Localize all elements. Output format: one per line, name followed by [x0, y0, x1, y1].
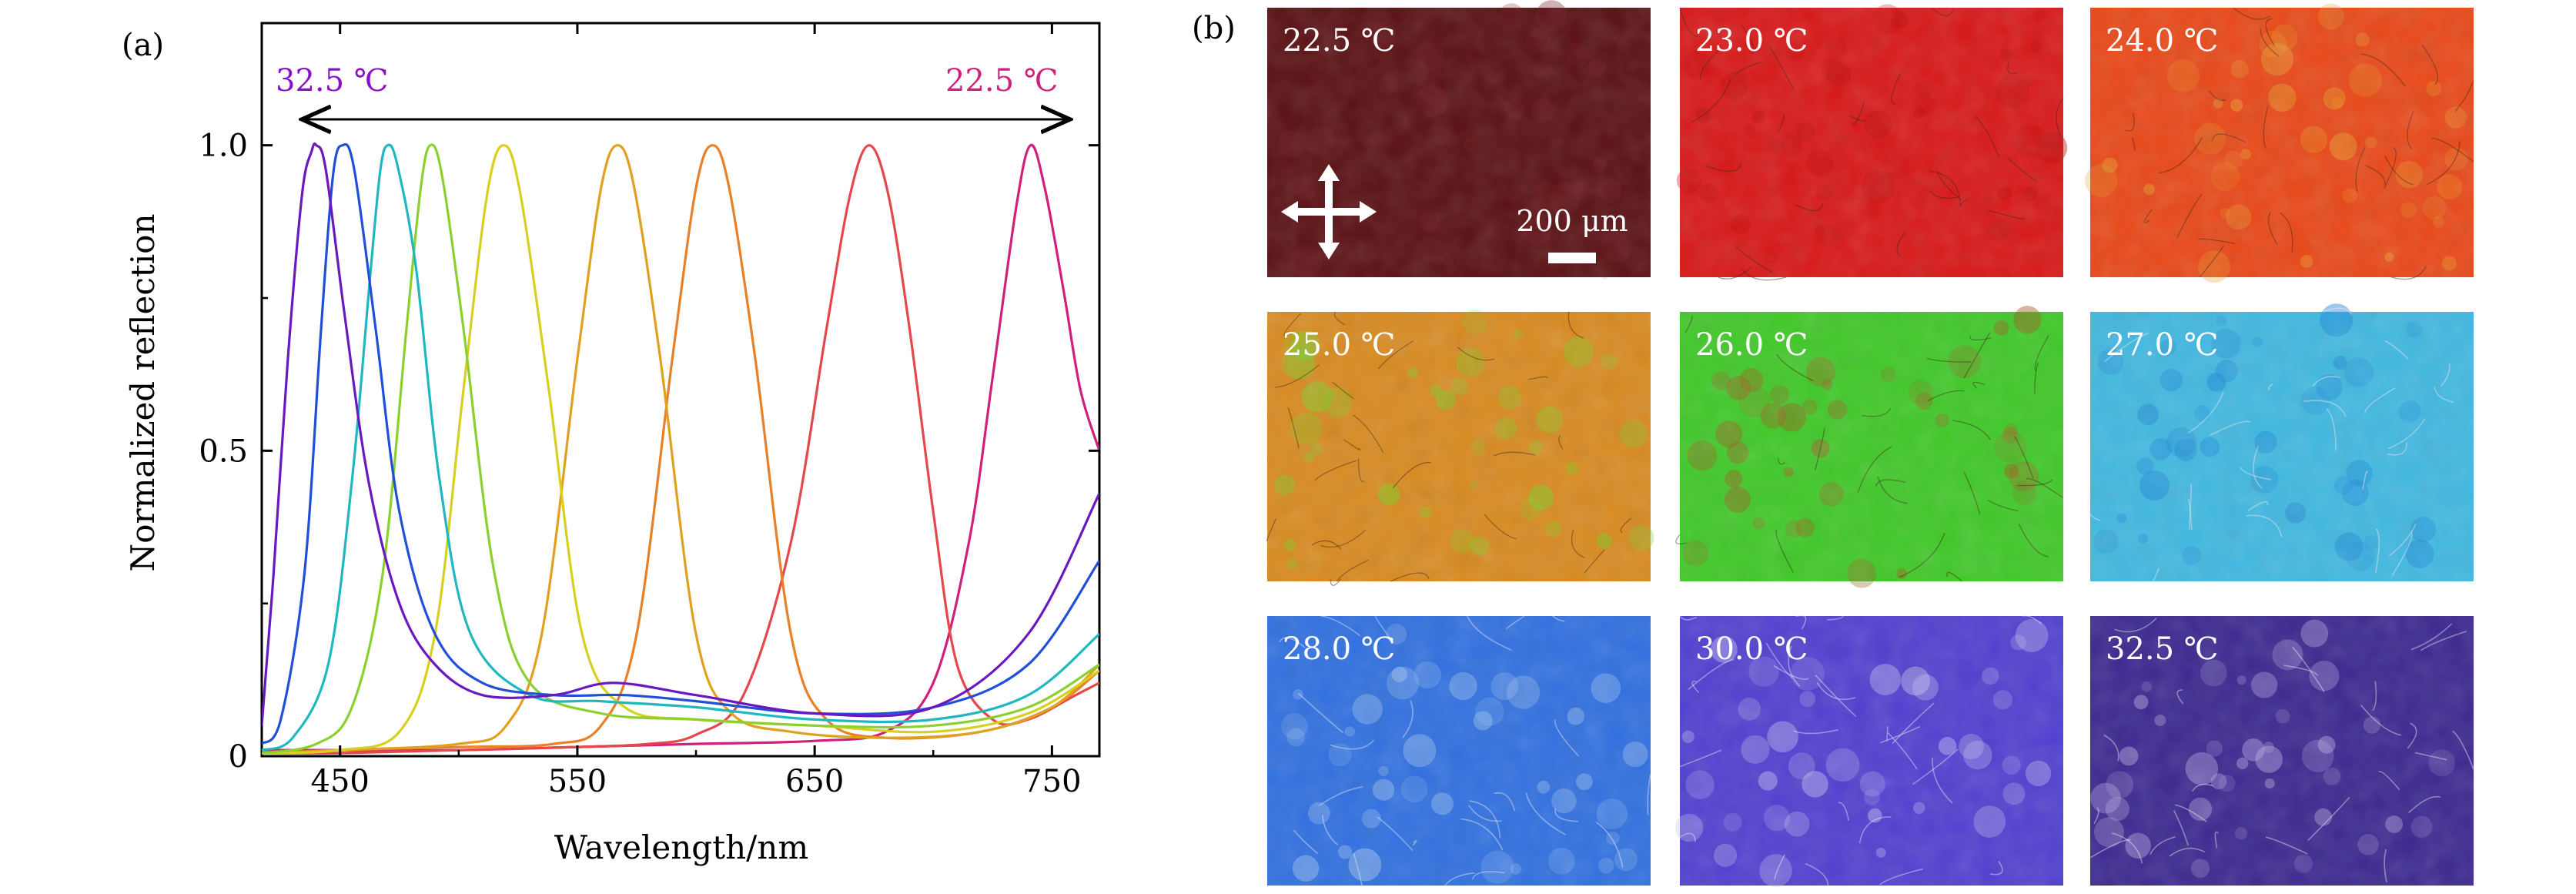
micrograph-grid: 22.5 ℃ 200 μm 23.0 ℃ 24.0 ℃ 25.0 ℃ 26.0 ℃ 27.0… — [1266, 0, 2474, 887]
plot-frame — [260, 22, 1101, 758]
polarizer-crosshair-icon — [1281, 164, 1377, 259]
series-line — [262, 144, 1099, 755]
texture-noise — [1680, 312, 2063, 581]
texture-noise — [2090, 312, 2474, 581]
y-tick-label: 1.0 — [199, 129, 248, 164]
tile-temperature-label: 30.0 ℃ — [1695, 631, 1808, 667]
chart-series — [262, 142, 1099, 755]
tile-temperature-label: 24.0 ℃ — [2106, 23, 2219, 59]
x-tick-label: 550 — [548, 764, 607, 799]
texture-noise — [2090, 8, 2474, 277]
y-axis-label: Normalized reflection — [124, 213, 162, 571]
series-line — [262, 143, 1099, 755]
micrograph-tile: 23.0 ℃ — [1676, 4, 2068, 281]
scale-bar-label: 200 μm — [1516, 204, 1628, 238]
series-line — [262, 143, 1099, 752]
series-line — [262, 144, 1099, 755]
micrograph-tile: 24.0 ℃ — [2085, 3, 2474, 283]
tile-temperature-label: 23.0 ℃ — [1695, 23, 1808, 59]
series-line — [262, 143, 1099, 752]
tile-temperature-label: 32.5 ℃ — [2106, 631, 2219, 667]
y-tick-label: 0.5 — [199, 434, 248, 469]
tile-temperature-label: 25.0 ℃ — [1283, 327, 1396, 363]
chart-axes — [260, 22, 1101, 758]
x-axis-label: Wavelength/nm — [554, 829, 808, 866]
texture-noise — [1267, 616, 1651, 886]
series-line — [262, 144, 1099, 755]
panel-b-label: (b) — [1192, 11, 1236, 46]
series-line — [262, 142, 1099, 745]
y-tick-label: 0 — [229, 739, 248, 775]
micrograph-tile: 26.0 ℃ — [1675, 306, 2063, 588]
micrograph-tile: 25.0 ℃ — [1266, 309, 1654, 586]
micrograph-tile: 32.5 ℃ — [2089, 616, 2474, 886]
x-tick-label: 650 — [785, 764, 844, 799]
x-tick-label: 750 — [1022, 764, 1081, 799]
micrograph-tile: 30.0 ℃ — [1674, 614, 2063, 887]
micrograph-tile: 27.0 ℃ — [2087, 303, 2474, 582]
annotation-low-temp: 22.5 ℃ — [945, 63, 1059, 99]
series-line — [262, 142, 1099, 726]
micrograph-tile: 22.5 ℃ — [1266, 0, 1651, 280]
texture-noise — [1267, 312, 1651, 581]
annotation-high-temp: 32.5 ℃ — [276, 63, 389, 99]
tile-temperature-label: 27.0 ℃ — [2106, 327, 2219, 363]
chart-ticks: 450 550 650 750 0 0.5 1.0 — [199, 23, 1099, 799]
tile-temperature-label: 28.0 ℃ — [1283, 631, 1396, 667]
texture-noise — [1680, 616, 2063, 886]
series-line — [262, 144, 1099, 755]
micrograph-tile: 28.0 ℃ — [1267, 615, 1651, 886]
texture-noise — [1680, 8, 2063, 277]
tile-temperature-label: 22.5 ℃ — [1283, 23, 1396, 59]
tile-temperature-label: 26.0 ℃ — [1695, 327, 1808, 363]
panel-a-label: (a) — [122, 28, 164, 63]
x-tick-label: 450 — [311, 764, 370, 799]
texture-noise — [2090, 616, 2474, 886]
scale-bar — [1548, 253, 1596, 263]
